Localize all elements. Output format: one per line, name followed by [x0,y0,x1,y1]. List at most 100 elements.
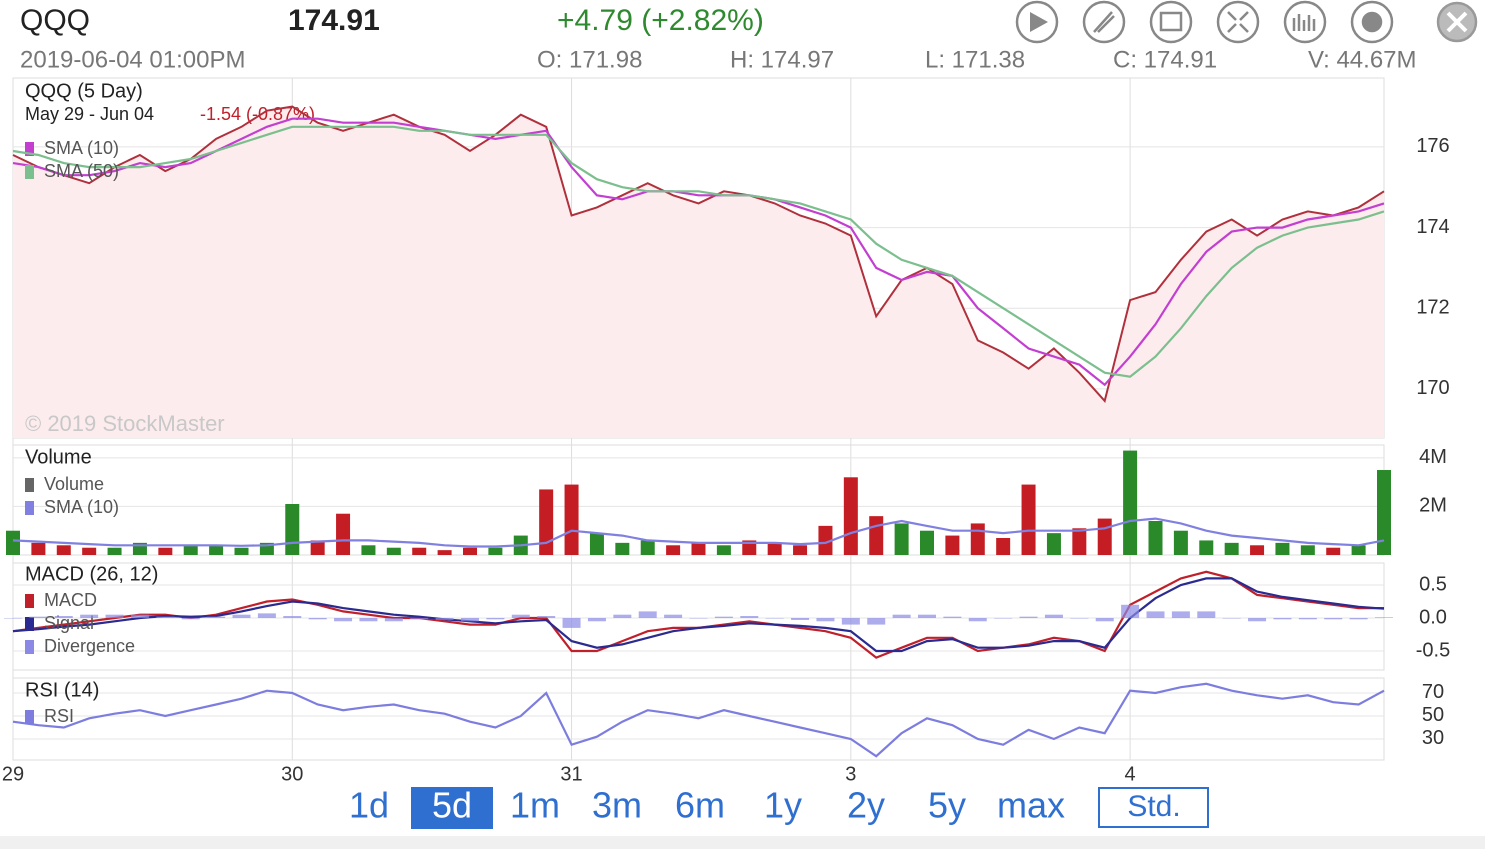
y-tick-label: 170 [1416,377,1449,399]
bar [308,617,327,620]
range-button[interactable]: 1y [764,785,802,826]
bar [1121,604,1140,618]
bar [156,616,175,618]
bar [232,614,251,618]
low: L: 171.38 [925,46,1025,73]
legend-label: RSI [44,706,74,726]
bar [640,540,655,555]
style-button[interactable] [1098,787,1209,828]
bar [361,545,376,555]
bar [1222,617,1241,619]
play-button[interactable] [1015,0,1059,44]
range-button[interactable]: 1m [510,785,560,826]
panel-title: Volume [25,446,92,468]
bar [1095,617,1114,622]
range-button[interactable]: 5y [928,785,966,826]
bar [105,614,124,618]
bar [1375,617,1393,618]
legend-label: Divergence [44,636,135,656]
bar [691,542,706,555]
change: +4.79 (+2.82%) [557,4,764,37]
bar [435,617,454,620]
bar [1146,611,1165,618]
bar [1171,611,1190,618]
chart-subtitle: May 29 - Jun 04 [25,104,154,124]
bar [791,617,810,620]
bar [4,617,22,619]
bar [1019,616,1038,618]
panel-title: MACD (26, 12) [25,563,158,585]
y-tick-label: 50 [1422,704,1444,726]
legend-swatch [25,165,34,179]
series-line [12,682,1385,758]
indicators-icon [1292,14,1316,31]
range-button[interactable]: 3m [592,785,642,826]
y-tick-label: 172 [1416,296,1449,318]
series-line [12,577,1385,653]
bar [511,614,530,618]
bar [816,617,835,622]
bar [714,616,733,618]
bar [6,530,20,555]
bar [943,616,962,618]
y-tick-label: 4M [1419,446,1447,468]
indicators-button[interactable] [1283,0,1327,44]
close: C: 174.91 [1113,46,1217,73]
bar [994,617,1013,619]
bar [613,614,632,618]
image-button[interactable] [1149,0,1193,44]
legend-swatch [25,617,34,631]
bar [1275,542,1290,555]
bar [539,489,554,555]
y-tick-label: 176 [1416,135,1449,157]
draw-button[interactable] [1082,0,1126,44]
bar [1148,521,1163,555]
x-tick-label: 4 [1125,763,1136,785]
bar [80,614,99,618]
bar [1248,617,1267,622]
bar [689,617,708,619]
bar [843,477,858,555]
range-button[interactable]: 6m [675,785,725,826]
bar [488,547,503,555]
bar [1300,545,1315,555]
bar [1377,470,1391,555]
bar [664,614,683,618]
style-label[interactable]: Std. [1127,790,1180,823]
settings-icon [1361,11,1383,33]
bar [716,545,731,555]
x-tick-label: 30 [281,763,303,785]
bar [996,538,1011,555]
panel-title: RSI (14) [25,679,99,701]
bar [1070,617,1089,619]
bar [486,617,505,620]
legend-label: SMA (50) [44,161,119,181]
bar [107,547,122,555]
bar [1199,540,1214,555]
settings-button[interactable] [1350,0,1394,44]
bar [918,614,936,618]
legend-swatch [25,640,34,654]
y-tick-label: 2M [1419,495,1447,517]
bar [310,540,325,555]
open: O: 171.98 [537,46,642,73]
range-button[interactable]: max [997,785,1065,826]
x-tick-label: 31 [560,763,582,785]
bar [638,611,657,618]
range-button[interactable]: 5d [432,785,472,826]
range-button[interactable]: 2y [847,785,885,826]
range-button[interactable]: 1d [349,785,389,826]
price-area [13,106,1384,438]
series-line [12,117,1385,387]
bar [1173,530,1188,555]
x-tick-label: 29 [2,763,24,785]
play-icon [1030,12,1048,32]
bar [336,513,351,555]
fullscreen-button[interactable] [1216,0,1260,44]
bar [158,547,173,555]
bar [386,547,401,555]
close-icon [1446,11,1468,33]
y-tick-label: 0.0 [1419,606,1447,628]
bar [564,484,579,555]
